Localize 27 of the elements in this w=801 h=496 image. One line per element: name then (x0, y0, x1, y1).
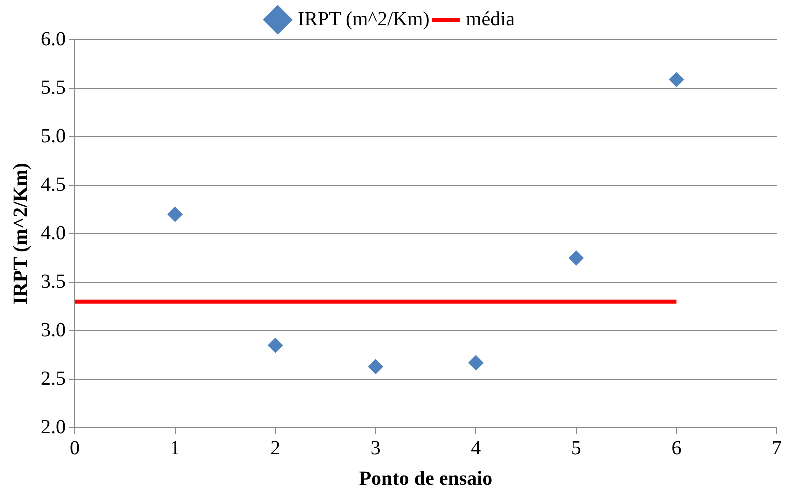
x-tick-label: 3 (370, 437, 381, 460)
y-tick-label: 3.5 (41, 270, 66, 293)
x-tick-label: 2 (270, 437, 281, 460)
x-tick-label: 1 (170, 437, 180, 460)
y-tick-label: 6.0 (41, 28, 66, 50)
y-tick-label: 5.5 (41, 76, 66, 99)
legend-label: IRPT (m^2/Km) (298, 8, 430, 30)
x-tick-label: 4 (471, 437, 482, 460)
y-tick-label: 2.5 (41, 368, 66, 390)
point (168, 207, 183, 222)
x-tick-label: 7 (772, 437, 782, 460)
x-axis-title: Ponto de ensaio (359, 468, 493, 490)
x-tick-label: 0 (70, 437, 80, 460)
point (368, 359, 384, 374)
point (268, 338, 284, 354)
point (669, 72, 684, 88)
x-tick-label: 5 (571, 437, 582, 460)
y-tick-label: 4.5 (41, 174, 66, 196)
point (468, 356, 484, 371)
y-axis-title: IRPT (m^2/Km) (10, 163, 32, 305)
y-tick-label: 5.0 (41, 125, 66, 148)
y-tick-label: 3.0 (41, 319, 66, 342)
point (568, 250, 584, 266)
x-tick-label: 6 (672, 437, 682, 460)
y-tick-label: 2.0 (41, 416, 66, 438)
legend-label: média (466, 8, 516, 30)
y-tick-label: 4.0 (41, 222, 66, 244)
